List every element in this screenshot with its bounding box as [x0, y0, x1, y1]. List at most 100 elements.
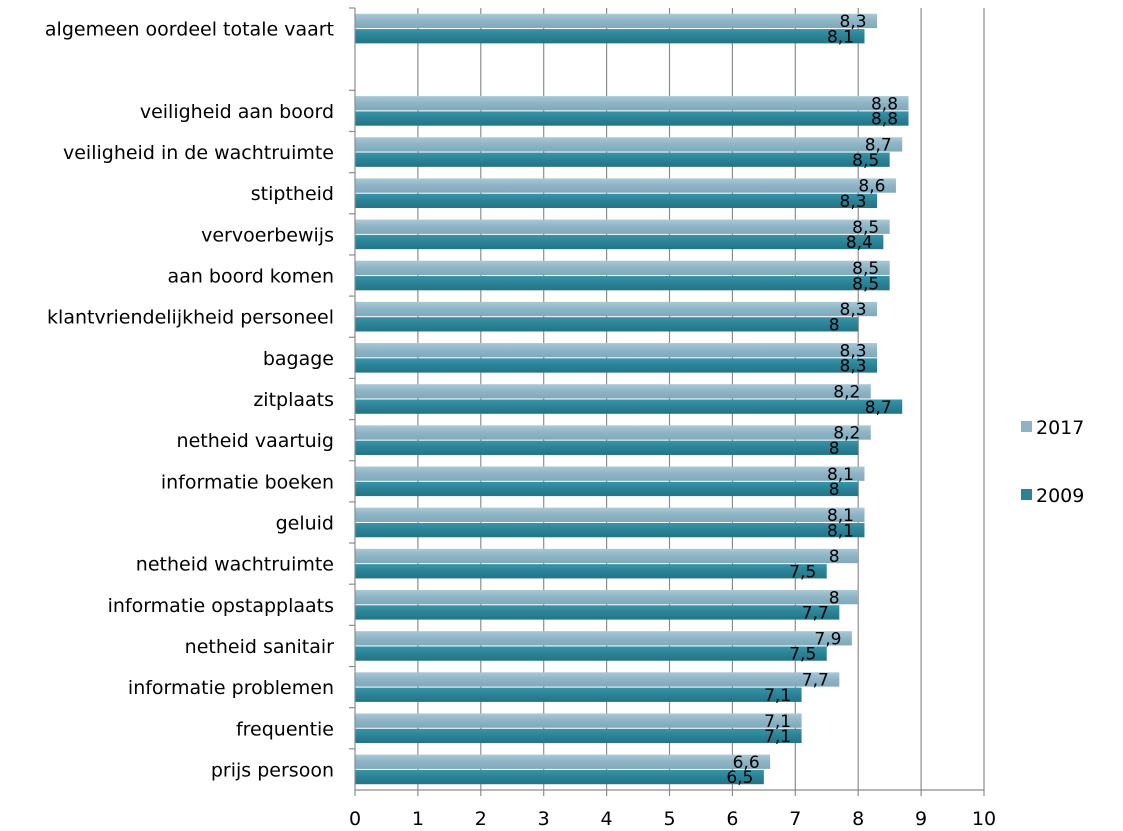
bar-2009: [355, 522, 865, 538]
data-label: 7,1: [764, 712, 791, 732]
data-label: 8,7: [865, 136, 892, 156]
category-label: veiligheid aan boord: [140, 101, 334, 123]
bar-2009: [355, 481, 859, 497]
data-label: 8,5: [852, 259, 879, 279]
bar-2009: [355, 193, 878, 209]
data-label: 7,7: [802, 604, 829, 624]
legend: 2017 2009: [1021, 417, 1084, 507]
data-labels: 8,38,18,88,88,78,58,68,38,58,48,58,58,38…: [726, 12, 898, 788]
bar-2017: [355, 589, 859, 605]
x-tick-label: 2: [475, 808, 487, 830]
data-label: 8,1: [827, 27, 854, 47]
data-label: 8,1: [827, 506, 854, 526]
bar-2009: [355, 440, 859, 455]
bar-2017: [355, 631, 852, 646]
x-tick-label: 1: [412, 808, 424, 830]
bar-2017: [355, 713, 802, 728]
data-label: 8,4: [846, 233, 873, 253]
data-label: 8: [829, 547, 840, 567]
bar-2017: [355, 301, 878, 317]
bar-2009: [355, 152, 890, 167]
bar-2009: [355, 358, 878, 373]
data-label: 8: [829, 480, 840, 500]
category-label: stiptheid: [251, 183, 334, 205]
data-label: 8,3: [840, 12, 867, 32]
bar-2009: [355, 29, 865, 44]
bar-2017: [355, 178, 896, 193]
data-label: 7,9: [814, 629, 841, 649]
bar-2017: [355, 507, 865, 522]
legend-swatch-2009: [1021, 489, 1032, 500]
category-label: aan boord komen: [168, 266, 334, 288]
bar-2017: [355, 13, 878, 29]
data-label: 6,6: [733, 753, 760, 773]
data-label: 6,5: [726, 768, 753, 788]
bar-2017: [355, 466, 865, 481]
bar-2009: [355, 687, 802, 702]
bar-2017: [355, 343, 878, 358]
legend-label: 2017: [1036, 417, 1084, 439]
x-tick-label: 4: [601, 808, 613, 830]
data-label: 8,1: [827, 521, 854, 541]
category-label: vervoerbewijs: [201, 224, 334, 246]
bar-2009: [355, 234, 884, 250]
bar-2009: [355, 605, 840, 620]
data-label: 8,3: [840, 192, 867, 212]
bar-2009: [355, 564, 827, 579]
data-label: 8,8: [871, 110, 898, 130]
category-label: zitplaats: [253, 389, 334, 411]
x-tick-label: 8: [852, 808, 864, 830]
bar-2017: [355, 137, 903, 152]
bar-2009: [355, 399, 903, 414]
category-label: prijs persoon: [211, 759, 334, 781]
x-tick-label: 10: [972, 808, 996, 830]
data-label: 7,1: [764, 686, 791, 706]
data-label: 8: [829, 588, 840, 608]
legend-swatch-2017: [1021, 421, 1032, 432]
bar-2017: [355, 384, 871, 399]
data-label: 8,6: [858, 177, 885, 197]
category-labels: algemeen oordeel totale vaart veiligheid …: [45, 19, 334, 782]
category-label: frequentie: [236, 718, 334, 740]
bar-2017: [355, 96, 909, 111]
legend-label: 2009: [1036, 485, 1084, 507]
category-label: netheid wachtruimte: [136, 554, 334, 576]
x-tick-labels: 0 1 2 3 4 5 6 7 8 9 10: [349, 808, 996, 830]
data-label: 8: [829, 315, 840, 335]
data-label: 7,1: [764, 727, 791, 747]
category-label: netheid vaartuig: [177, 430, 334, 452]
bar-2009: [355, 646, 827, 661]
data-label: 8,3: [840, 341, 867, 361]
data-label: 8,3: [840, 357, 867, 377]
x-tick-label: 5: [663, 808, 675, 830]
data-label: 8,2: [833, 383, 860, 403]
bar-2017: [355, 672, 840, 687]
category-label: algemeen oordeel totale vaart: [45, 19, 334, 41]
x-tick-label: 6: [726, 808, 738, 830]
plot-axes: [349, 7, 985, 796]
category-label: informatie opstapplaats: [108, 595, 334, 617]
category-label: veiligheid in de wachtruimte: [63, 142, 334, 164]
bar-2017: [355, 219, 890, 234]
category-label: netheid sanitair: [185, 636, 335, 658]
category-label: informatie boeken: [161, 471, 334, 493]
bar-2009: [355, 728, 802, 744]
data-label: 7,7: [802, 671, 829, 691]
category-label: informatie problemen: [128, 677, 334, 699]
data-label: 8,8: [871, 94, 898, 114]
bar-2017: [355, 754, 771, 769]
data-label: 8,7: [865, 398, 892, 418]
bar-2009: [355, 317, 859, 332]
data-label: 8,1: [827, 465, 854, 485]
data-label: 8,5: [852, 274, 879, 294]
bar-2017: [355, 548, 859, 564]
bar-2017: [355, 425, 871, 440]
data-label: 8,5: [852, 218, 879, 238]
data-label: 8: [829, 439, 840, 459]
category-label: geluid: [276, 512, 334, 534]
data-label: 8,3: [840, 300, 867, 320]
category-label: bagage: [263, 348, 334, 370]
bar-2009: [355, 276, 890, 291]
plot-bars: [355, 13, 909, 785]
